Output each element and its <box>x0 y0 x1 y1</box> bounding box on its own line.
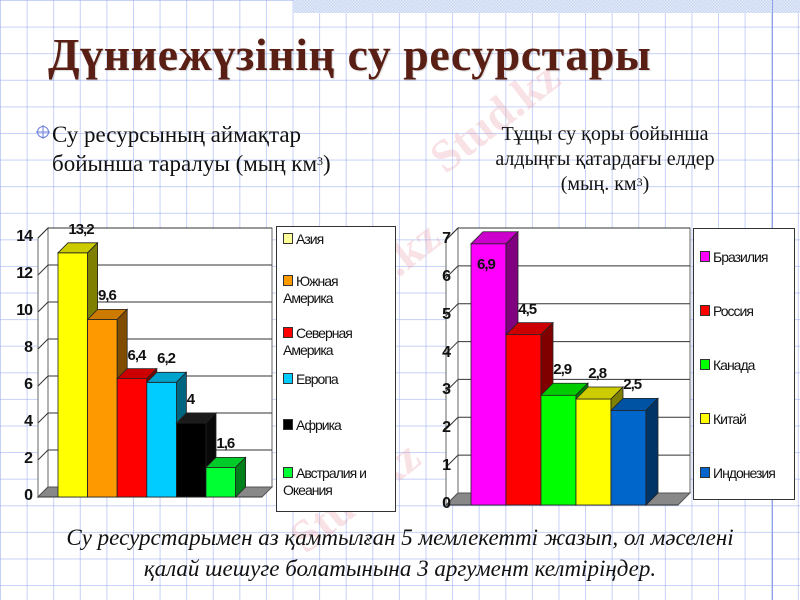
bar-value-label: 13,2 <box>68 220 94 238</box>
legend-item: Южная Америка <box>283 273 389 307</box>
right-subtitle-close: ) <box>642 173 650 195</box>
legend-item: Африка <box>283 417 389 434</box>
right-subtitle-line2: алдыңғы қатардағы елдер <box>495 148 715 170</box>
countries-chart-legend: Бразилия Россия Канада Китай Индонезия <box>693 228 795 500</box>
y-axis-tick: 12 <box>16 265 33 282</box>
legend-label: Азия <box>296 231 324 247</box>
legend-label: Бразилия <box>713 249 768 265</box>
legend-swatch-icon <box>700 413 710 424</box>
left-subtitle-close: ) <box>323 151 331 176</box>
y-axis-tick: 8 <box>24 339 33 356</box>
left-subtitle-line1: Су ресурсының аймақтар <box>52 122 302 147</box>
page-title: Дүниежүзінің су ресурстары <box>48 29 652 80</box>
right-subtitle-line3: (мың. км <box>560 173 637 195</box>
right-subtitle-line1: Тұщы су қоры бойынша <box>501 123 709 145</box>
legend-label: Австралия и Океания <box>283 465 367 498</box>
y-axis-tick: 4 <box>442 343 451 361</box>
legend-item: Азия <box>283 231 389 248</box>
y-axis-tick: 0 <box>442 495 451 512</box>
y-axis-tick: 10 <box>16 302 33 319</box>
legend-item: Россия <box>700 303 792 320</box>
legend-item: Канада <box>700 357 792 374</box>
y-axis-tick: 3 <box>442 381 451 399</box>
legend-label: Европа <box>296 371 339 387</box>
circle-cross-bullet-icon <box>36 125 50 139</box>
task-prompt: Су ресурстарымен аз қамтылған 5 мемлекет… <box>0 522 800 584</box>
bar <box>610 397 659 506</box>
bar-value-label: 4 <box>186 391 195 408</box>
left-chart-subtitle: Су ресурсының аймақтар бойынша таралуы (… <box>36 120 412 178</box>
left-subtitle-line2: бойынша таралуы (мың км <box>52 151 318 176</box>
legend-label: Африка <box>296 417 342 433</box>
right-chart-subtitle: Тұщы су қоры бойынша алдыңғы қатардағы е… <box>455 122 755 197</box>
bar-value-label: 6,4 <box>127 346 147 364</box>
bar-value-label: 6,9 <box>477 255 496 273</box>
legend-item: Индонезия <box>700 465 792 482</box>
y-axis-tick: 4 <box>24 413 33 430</box>
y-axis-tick: 5 <box>442 305 451 323</box>
legend-item: Северная Америка <box>283 325 389 359</box>
bar-value-label: 2,9 <box>553 361 572 379</box>
legend-swatch-icon <box>283 233 293 244</box>
y-axis-tick: 14 <box>16 228 33 245</box>
legend-label: Южная Америка <box>283 273 339 306</box>
regions-chart-legend: Азия Южная Америка Северная Америка Европа А… <box>276 226 396 512</box>
legend-swatch-icon <box>283 327 293 338</box>
task-prompt-line1: Су ресурстарымен аз қамтылған 5 мемлекет… <box>66 525 734 550</box>
legend-label: Россия <box>713 303 754 319</box>
legend-swatch-icon <box>283 419 293 430</box>
legend-swatch-icon <box>700 467 710 478</box>
y-axis-tick: 1 <box>442 457 451 475</box>
y-axis-tick: 7 <box>442 230 451 247</box>
bar-value-label: 9,6 <box>97 287 117 305</box>
legend-swatch-icon <box>283 275 293 286</box>
legend-swatch-icon <box>283 373 293 384</box>
bar-value-label: 2,5 <box>623 376 642 394</box>
legend-swatch-icon <box>700 305 710 316</box>
legend-label: Канада <box>713 357 755 373</box>
bar <box>205 456 247 498</box>
y-axis-tick: 6 <box>24 376 33 393</box>
superscript: 3 <box>636 175 643 189</box>
legend-label: Индонезия <box>713 465 776 481</box>
bar-value-label: 6,2 <box>157 350 176 368</box>
bar-value-label: 2,8 <box>588 365 607 382</box>
legend-item: Бразилия <box>700 249 792 266</box>
y-axis-tick: 6 <box>442 267 451 285</box>
legend-item: Европа <box>283 371 389 388</box>
bar-value-label: 1,6 <box>216 435 235 453</box>
superscript: 3 <box>317 154 324 168</box>
legend-item: Австралия и Океания <box>283 465 389 499</box>
legend-swatch-icon <box>283 467 293 478</box>
legend-swatch-icon <box>700 359 710 370</box>
legend-label: Северная Америка <box>283 325 353 358</box>
legend-swatch-icon <box>700 251 710 262</box>
y-axis-tick: 2 <box>24 450 33 467</box>
bar-value-label: 4,5 <box>518 300 537 318</box>
task-prompt-line2: қалай шешуге болатынына 3 аргумент келті… <box>143 556 657 581</box>
top-decorative-band <box>293 0 800 13</box>
y-axis-tick: 2 <box>442 419 451 437</box>
legend-item: Китай <box>700 411 792 428</box>
legend-label: Китай <box>713 411 747 427</box>
y-axis-tick: 0 <box>24 487 33 504</box>
